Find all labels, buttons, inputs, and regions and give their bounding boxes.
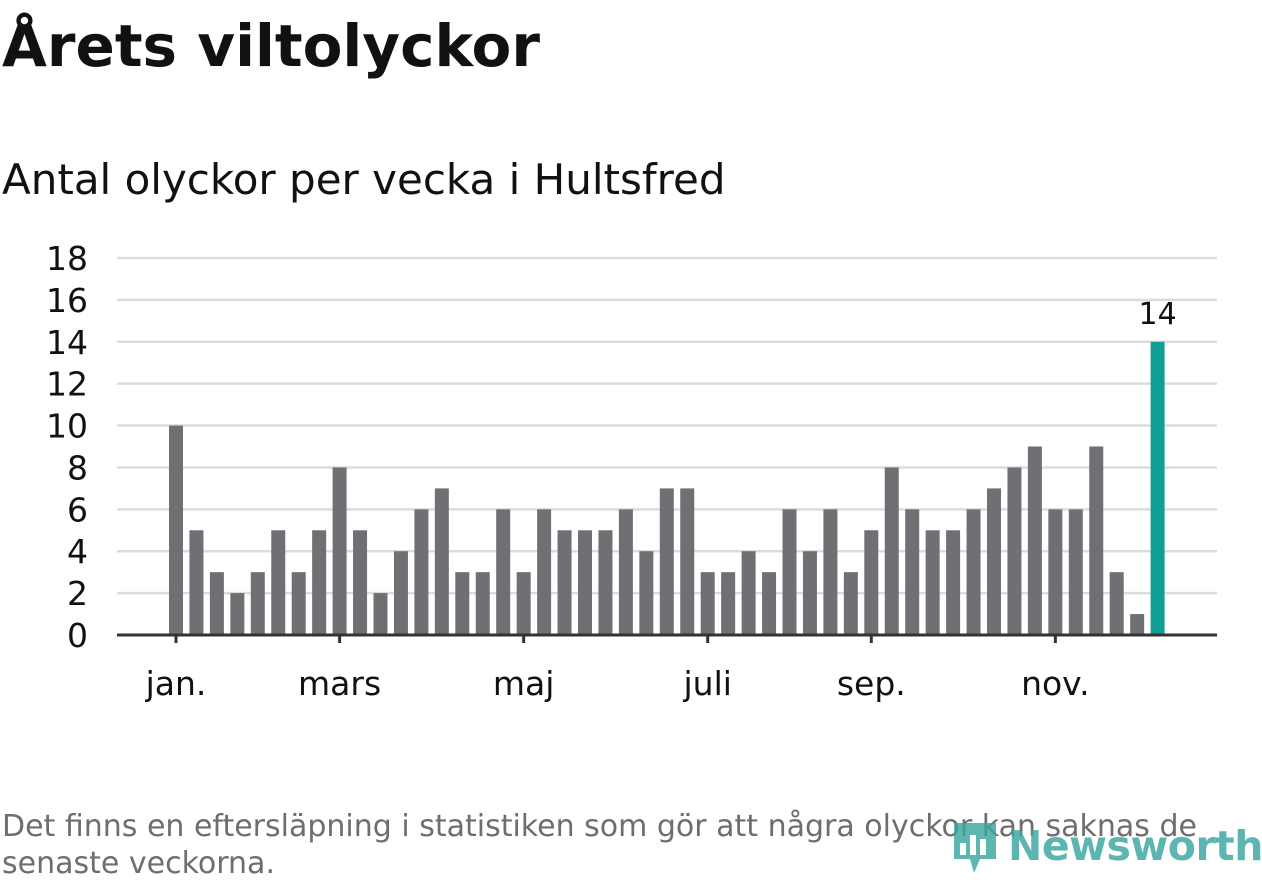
bar [455, 572, 470, 635]
y-tick-label: 6 [67, 490, 88, 529]
bar [659, 488, 674, 635]
footnote: Det finns en eftersläpning i statistiken… [2, 809, 1197, 881]
bar [823, 509, 838, 635]
bar [639, 551, 654, 635]
bar [884, 467, 899, 635]
bar [578, 530, 592, 635]
data-labels: 14 [1139, 297, 1177, 332]
bar [1007, 467, 1022, 635]
bar [332, 467, 347, 635]
bar [353, 530, 368, 635]
x-tick-label: mars [298, 664, 381, 703]
bar [434, 488, 449, 635]
grid-lines [117, 256, 1217, 595]
y-tick-label: 18 [46, 239, 88, 278]
bar [925, 530, 940, 635]
bar [598, 530, 613, 635]
bar [209, 572, 224, 635]
bar [721, 572, 736, 635]
bar [1027, 446, 1042, 635]
bar [475, 572, 490, 635]
bar [373, 593, 388, 635]
y-tick-label: 0 [67, 616, 88, 655]
bar [966, 509, 981, 635]
bars [169, 341, 1165, 635]
y-tick-label: 8 [67, 448, 88, 487]
y-tick-label: 14 [46, 323, 88, 362]
newsworthy-logo-text: Newsworthy [1008, 822, 1262, 870]
bar [987, 488, 1001, 635]
y-tick-label: 2 [67, 574, 88, 613]
bar [1068, 509, 1083, 635]
y-tick-label: 16 [46, 281, 88, 320]
chart-title: Årets viltolyckor [2, 12, 540, 80]
bar [169, 425, 183, 635]
y-tick-label: 10 [46, 407, 88, 446]
bar [700, 572, 715, 635]
bar [1130, 614, 1145, 635]
bar [864, 530, 879, 635]
bar [741, 551, 756, 635]
bar [843, 572, 858, 635]
bar [618, 509, 633, 635]
y-tick-label: 4 [67, 532, 88, 571]
bar [1089, 446, 1104, 635]
y-tick-label: 12 [46, 365, 88, 404]
bar [680, 488, 695, 635]
bar [516, 572, 531, 635]
bar [1109, 572, 1124, 635]
newsworthy-logo-icon [954, 823, 996, 873]
bar [312, 530, 327, 635]
newsworthy-logo: Newsworthy [950, 814, 1262, 878]
x-tick-label: sep. [837, 664, 906, 703]
bar [802, 551, 817, 635]
bar [414, 509, 429, 635]
data-label: 14 [1139, 297, 1177, 332]
x-axis-ticks: jan. mars maj juli sep. nov. [145, 635, 1090, 703]
bar [291, 572, 306, 635]
bar [250, 572, 265, 635]
bar-highlight [1150, 341, 1165, 635]
bar [271, 530, 286, 635]
bar [1048, 509, 1063, 635]
x-tick-label: jan. [145, 664, 207, 703]
chart-subtitle: Antal olyckor per vecka i Hultsfred [2, 155, 726, 204]
bar [946, 530, 961, 635]
bar [762, 572, 777, 635]
bar [189, 530, 204, 635]
x-tick-label: juli [682, 664, 731, 703]
bar [230, 593, 245, 635]
x-tick-label: maj [493, 664, 555, 703]
x-tick-label: nov. [1021, 664, 1090, 703]
bar [557, 530, 572, 635]
bar [496, 509, 511, 635]
bar [782, 509, 797, 635]
bar [905, 509, 920, 635]
bar [537, 509, 552, 635]
bar [393, 551, 408, 635]
